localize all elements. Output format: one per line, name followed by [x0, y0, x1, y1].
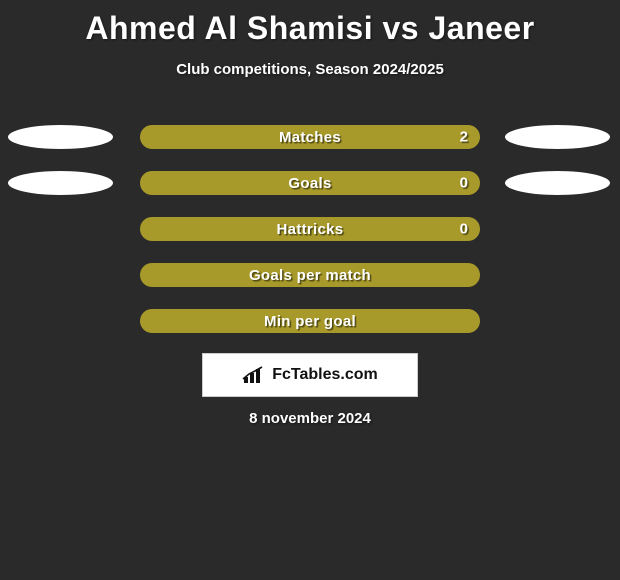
logo-text: FcTables.com — [272, 366, 378, 384]
bar-chart-icon — [242, 365, 268, 385]
stat-label: Goals — [288, 175, 331, 192]
stat-label: Hattricks — [277, 221, 344, 238]
stat-bar: Min per goal — [140, 309, 480, 333]
stat-row: Goals 0 — [0, 171, 620, 195]
left-oval — [8, 171, 113, 195]
stat-row: Min per goal — [0, 309, 620, 333]
stat-right-value: 2 — [460, 129, 468, 146]
page-title: Ahmed Al Shamisi vs Janeer — [0, 0, 620, 47]
stat-right-value: 0 — [460, 175, 468, 192]
right-oval — [505, 125, 610, 149]
stat-row: Matches 2 — [0, 125, 620, 149]
stat-label: Min per goal — [264, 313, 356, 330]
stat-label: Goals per match — [249, 267, 371, 284]
stats-rows: Matches 2 Goals 0 Hattricks 0 Goals per … — [0, 125, 620, 355]
stat-row: Goals per match — [0, 263, 620, 287]
stat-bar: Goals per match — [140, 263, 480, 287]
subtitle: Club competitions, Season 2024/2025 — [0, 61, 620, 78]
stat-bar: Matches 2 — [140, 125, 480, 149]
left-oval — [8, 125, 113, 149]
stat-right-value: 0 — [460, 221, 468, 238]
stat-label: Matches — [279, 129, 341, 146]
stat-bar: Goals 0 — [140, 171, 480, 195]
fctables-badge: FcTables.com — [202, 353, 418, 397]
stat-bar: Hattricks 0 — [140, 217, 480, 241]
right-oval — [505, 171, 610, 195]
date-text: 8 november 2024 — [0, 410, 620, 427]
stat-row: Hattricks 0 — [0, 217, 620, 241]
